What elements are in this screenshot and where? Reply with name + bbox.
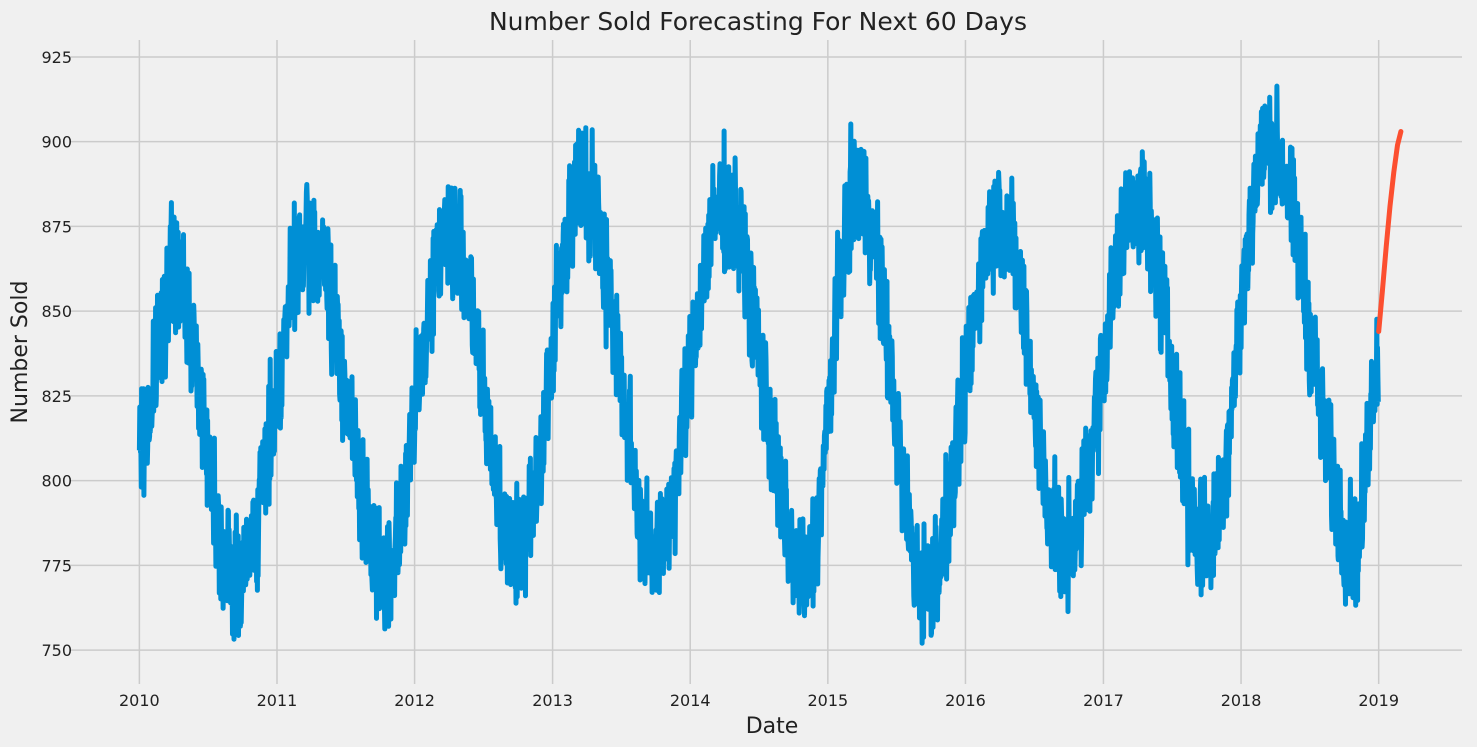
y-tick-label: 825 [41,387,72,406]
y-tick-labels: 750 775 800 825 850 875 900 925 [41,48,72,660]
x-tick-label: 2011 [257,691,298,710]
x-tick-label: 2014 [670,691,711,710]
x-tick-label: 2015 [807,691,848,710]
y-tick-label: 850 [41,302,72,321]
x-tick-labels: 2010 2011 2012 2013 2014 2015 2016 2017 2018 2019 [119,691,1399,710]
chart-title: Number Sold Forecasting For Next 60 Days [489,7,1027,36]
series-layer [136,83,1404,646]
x-tick-label: 2013 [532,691,573,710]
x-tick-label: 2017 [1083,691,1124,710]
series-line-forecast [1376,129,1404,334]
y-tick-label: 925 [41,48,72,67]
series-line-observed [136,83,1381,646]
y-tick-label: 750 [41,641,72,660]
x-tick-label: 2016 [945,691,986,710]
x-tick-label: 2010 [119,691,160,710]
x-axis-title: Date [746,714,799,739]
x-tick-label: 2019 [1358,691,1399,710]
y-axis-title: Number Sold [8,281,33,424]
x-tick-label: 2012 [394,691,435,710]
y-tick-label: 875 [41,217,72,236]
y-tick-label: 900 [41,133,72,152]
x-tick-label: 2018 [1221,691,1262,710]
y-tick-label: 775 [41,556,72,575]
y-tick-label: 800 [41,472,72,491]
